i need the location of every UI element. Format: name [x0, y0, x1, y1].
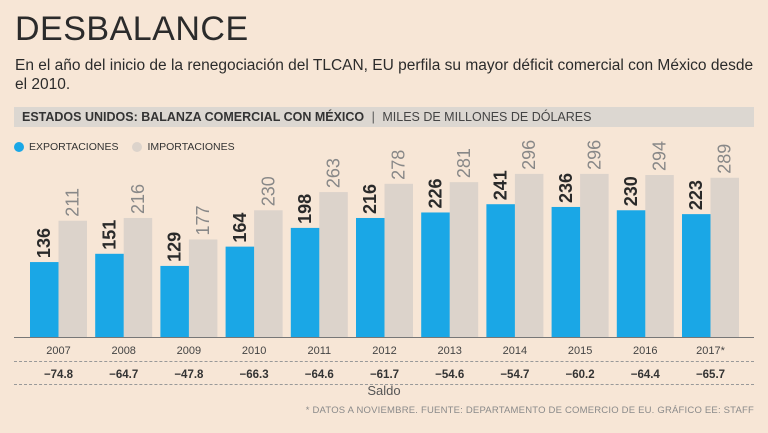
tick-label-2014: 2014	[503, 345, 527, 357]
page-title: DESBALANCE	[15, 10, 249, 48]
legend-item-exports: EXPORTACIONES	[14, 141, 118, 153]
saldo-value-2007: −74.8	[44, 369, 74, 381]
value-label-imports-2012: 278	[389, 150, 409, 180]
value-label-exports-2008: 151	[99, 220, 119, 250]
saldo-value-2013: −54.6	[435, 369, 464, 381]
value-label-imports-2014: 296	[519, 140, 539, 170]
tick-label-2011: 2011	[307, 345, 331, 357]
legend-label-exports: EXPORTACIONES	[29, 141, 119, 153]
chart-header-title: ESTADOS UNIDOS: BALANZA COMERCIAL CON MÉ…	[22, 110, 365, 124]
bar-exports-2013	[421, 212, 450, 337]
value-label-exports-2013: 226	[425, 178, 445, 208]
tick-label-2012: 2012	[372, 345, 396, 357]
tick-label-2017*: 2017*	[696, 345, 725, 357]
saldo-value-2017*: −65.7	[696, 369, 725, 381]
bar-imports-2015	[580, 173, 609, 337]
bar-imports-2009	[188, 239, 218, 337]
value-label-exports-2017*: 223	[686, 180, 706, 210]
value-label-exports-2014: 241	[491, 170, 511, 200]
saldo-value-2011: −64.6	[305, 369, 334, 381]
bar-exports-2010	[225, 246, 255, 337]
chart-header: ESTADOS UNIDOS: BALANZA COMERCIAL CON MÉ…	[14, 107, 754, 127]
value-label-imports-2011: 263	[324, 158, 344, 188]
bar-imports-2016	[645, 175, 674, 337]
bar-imports-2008	[123, 217, 153, 337]
value-label-exports-2011: 198	[295, 194, 315, 224]
value-label-imports-2016: 294	[650, 141, 670, 171]
bar-imports-2007	[58, 220, 87, 337]
saldo-label: Saldo	[367, 383, 400, 398]
bar-exports-2008	[95, 253, 124, 337]
value-label-imports-2008: 216	[128, 184, 148, 214]
bar-imports-2014	[514, 173, 544, 337]
saldo-value-2009: −47.8	[174, 369, 204, 381]
bar-exports-2011	[290, 227, 320, 337]
page-subtitle: En el año del inicio de la renegociación…	[15, 57, 754, 93]
bar-exports-2015	[551, 206, 581, 337]
bar-exports-2009	[160, 265, 189, 337]
legend-label-imports: IMPORTACIONES	[147, 141, 235, 153]
value-label-exports-2015: 236	[556, 173, 576, 203]
bar-imports-2017*	[710, 177, 739, 337]
bar-imports-2010	[254, 210, 283, 337]
tick-label-2009: 2009	[177, 345, 201, 357]
tick-label-2015: 2015	[568, 345, 592, 357]
bar-imports-2012	[384, 183, 413, 337]
saldo-divider	[14, 384, 754, 385]
tick-label-2013: 2013	[437, 345, 461, 357]
saldo-value-2014: −54.7	[500, 369, 529, 381]
chart-header-separator: |	[371, 110, 375, 124]
bar-exports-2012	[356, 217, 385, 337]
value-label-imports-2009: 177	[193, 205, 213, 235]
legend-swatch-exports	[14, 142, 24, 152]
value-label-imports-2007: 211	[63, 188, 83, 217]
value-label-imports-2017*: 289	[715, 144, 735, 174]
saldo-value-2016: −64.4	[631, 369, 661, 381]
saldo-value-2010: −66.3	[240, 369, 269, 381]
saldo-value-2012: −61.7	[370, 369, 399, 381]
saldo-value-2015: −60.2	[566, 369, 595, 381]
tick-label-2010: 2010	[242, 345, 266, 357]
legend-swatch-imports	[132, 142, 143, 152]
value-label-exports-2010: 164	[230, 213, 250, 243]
bar-imports-2013	[449, 182, 479, 337]
bar-exports-2016	[616, 210, 646, 337]
baseline	[14, 337, 754, 338]
legend-item-imports: IMPORTACIONES	[132, 141, 235, 153]
source-footer: * DATOS A NOVIEMBRE. FUENTE: DEPARTAMENT…	[305, 405, 754, 416]
bar-exports-2007	[30, 262, 59, 337]
saldo-value-2008: −64.7	[109, 369, 138, 381]
value-label-imports-2013: 281	[454, 148, 474, 178]
value-label-exports-2007: 136	[34, 228, 54, 258]
year-divider	[14, 361, 754, 362]
value-label-exports-2016: 230	[621, 176, 641, 206]
bar-imports-2011	[319, 192, 348, 337]
tick-label-2007: 2007	[46, 345, 70, 357]
value-label-exports-2009: 129	[165, 232, 185, 262]
bar-exports-2014	[486, 204, 515, 337]
value-label-imports-2015: 296	[584, 140, 604, 170]
chart-header-units: MILES DE MILLONES DE DÓLARES	[382, 110, 592, 124]
tick-label-2016: 2016	[633, 345, 657, 357]
bar-exports-2017*	[682, 214, 711, 337]
value-label-exports-2012: 216	[360, 184, 380, 214]
chart-legend: EXPORTACIONES IMPORTACIONES	[14, 141, 249, 153]
value-label-imports-2010: 230	[258, 176, 278, 206]
tick-label-2008: 2008	[111, 345, 135, 357]
